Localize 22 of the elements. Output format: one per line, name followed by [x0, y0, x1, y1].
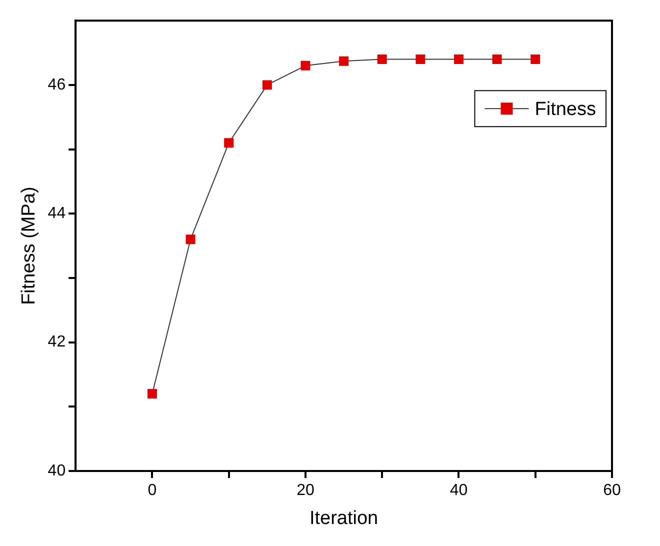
legend-label: Fitness	[534, 98, 596, 120]
y-tick-label: 46	[48, 76, 66, 94]
x-tick-label: 20	[296, 482, 314, 500]
x-tick-label: 60	[603, 482, 621, 500]
point	[147, 389, 157, 399]
point	[262, 80, 272, 90]
point	[454, 54, 464, 64]
x-tick-label: 40	[450, 482, 468, 500]
x-axis-title: Iteration	[309, 508, 378, 529]
point	[186, 234, 196, 244]
y-tick-label: 44	[48, 205, 66, 222]
y-tick-label: 40	[48, 462, 66, 480]
point	[492, 54, 502, 64]
point	[530, 54, 540, 64]
x-tick-label: 0	[148, 482, 157, 500]
point	[224, 138, 234, 148]
point	[377, 54, 387, 64]
y-tick-label: 42	[48, 334, 66, 351]
point	[339, 56, 349, 66]
y-axis-title: Fitness (MPa)	[18, 186, 40, 305]
point	[416, 54, 426, 64]
point	[300, 60, 310, 70]
